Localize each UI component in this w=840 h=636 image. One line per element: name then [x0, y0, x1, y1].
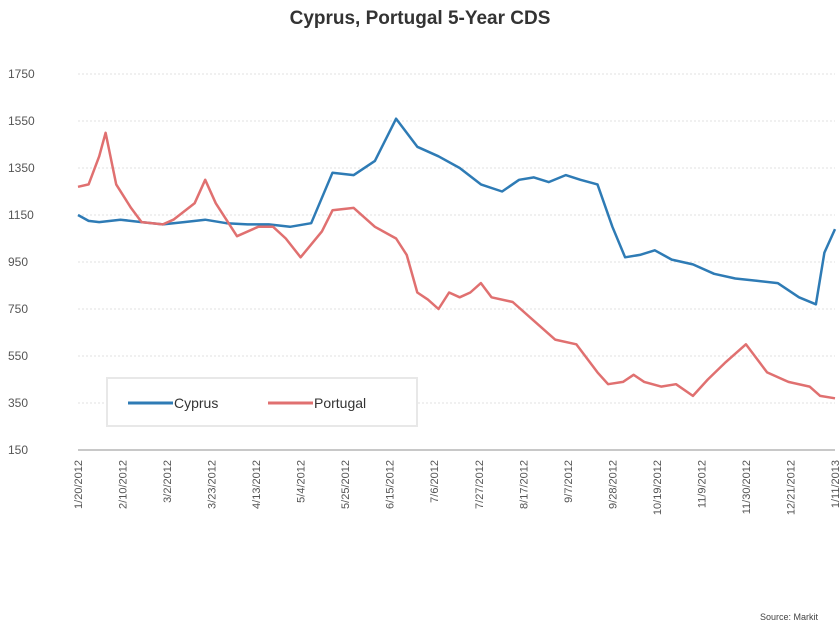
legend: Cyprus Portugal	[106, 377, 418, 427]
series-line-cyprus	[77, 117, 837, 306]
y-tick-label: 1150	[8, 208, 34, 222]
x-tick-label: 3/2/2012	[162, 460, 174, 503]
x-tick-label: 7/27/2012	[474, 460, 486, 509]
y-tick-label: 1350	[8, 161, 35, 175]
x-tick-label: 9/7/2012	[563, 460, 575, 503]
y-axis: 1750 1550 1350 1150 950 750 550 350 150	[8, 67, 35, 457]
x-tick-label: 9/28/2012	[607, 460, 619, 509]
x-tick-label: 1/11/2013	[830, 460, 840, 508]
x-tick-label: 8/17/2012	[518, 460, 530, 509]
x-tick-label: 2/10/2012	[118, 460, 130, 509]
legend-label-portugal: Portugal	[314, 395, 366, 411]
x-axis: 1/20/2012 2/10/2012 3/2/2012 3/23/2012 4/13/…	[73, 460, 840, 515]
gridlines	[78, 73, 835, 451]
y-tick-label: 950	[8, 255, 28, 269]
x-tick-label: 12/21/2012	[785, 460, 797, 515]
series-line-portugal	[77, 131, 836, 400]
y-tick-label: 350	[8, 396, 28, 410]
x-tick-label: 6/15/2012	[385, 460, 397, 509]
x-tick-label: 5/4/2012	[296, 460, 308, 503]
y-tick-label: 550	[8, 349, 28, 363]
x-tick-label: 5/25/2012	[340, 460, 352, 509]
x-tick-label: 10/19/2012	[652, 460, 664, 515]
x-tick-label: 11/30/2012	[741, 460, 753, 514]
x-tick-label: 3/23/2012	[207, 460, 219, 509]
x-tick-label: 7/6/2012	[429, 460, 441, 503]
x-tick-label: 4/13/2012	[251, 460, 263, 509]
legend-label-cyprus: Cyprus	[174, 395, 218, 411]
y-tick-label: 750	[8, 302, 28, 316]
x-tick-label: 11/9/2012	[696, 460, 708, 508]
series	[77, 117, 837, 400]
y-tick-label: 150	[8, 443, 28, 457]
chart-title: Cyprus, Portugal 5-Year CDS	[289, 8, 551, 29]
y-tick-label: 1550	[8, 114, 35, 128]
x-tick-label: 1/20/2012	[73, 460, 85, 509]
y-tick-label: 1750	[8, 67, 35, 81]
source-note: Source: Markit	[759, 612, 818, 622]
